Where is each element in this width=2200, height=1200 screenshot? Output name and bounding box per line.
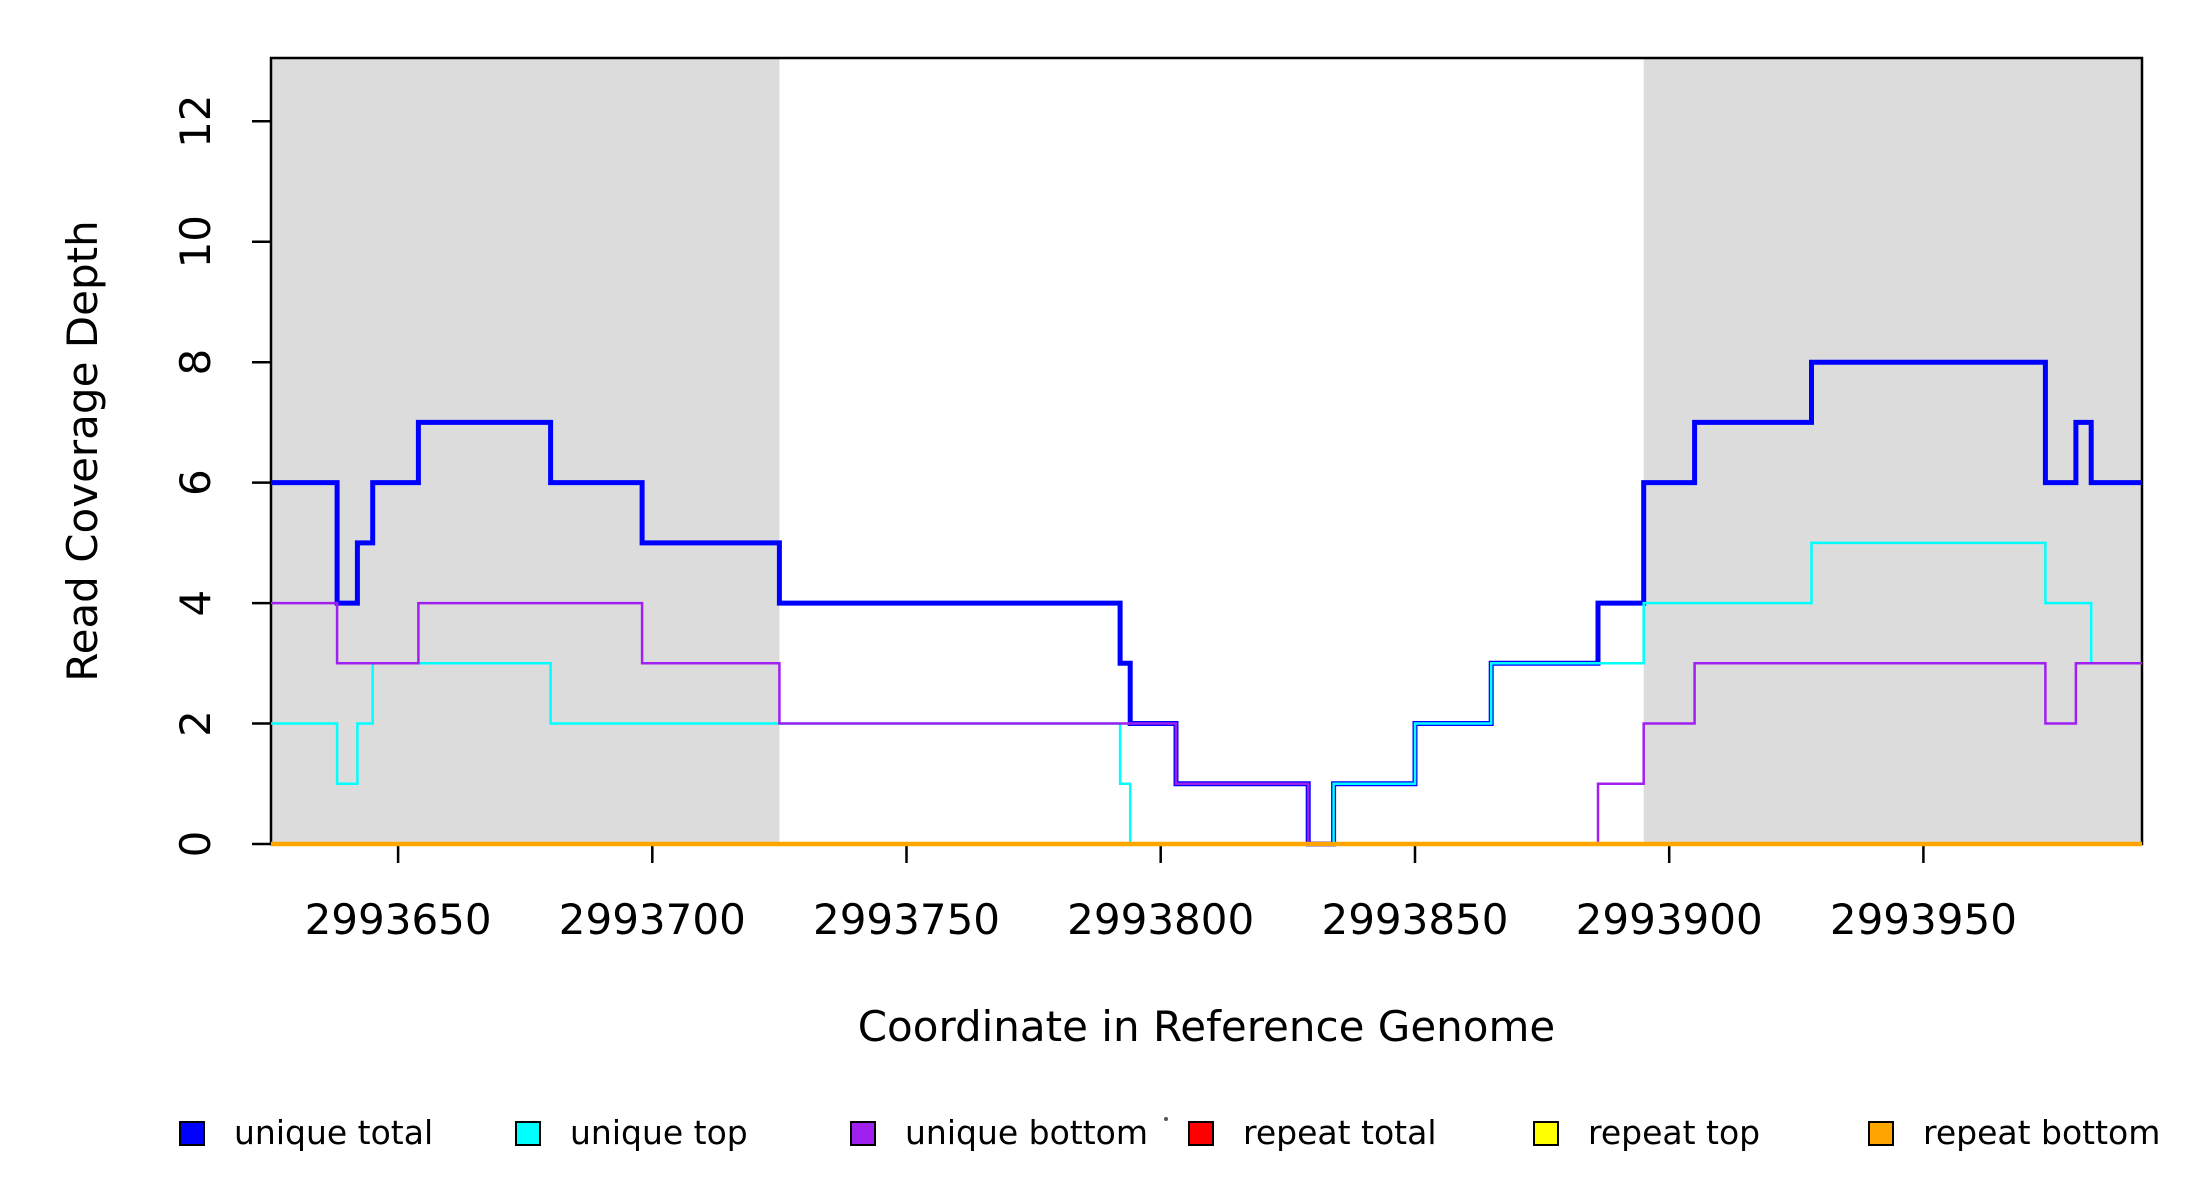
legend-label-repeat-total: repeat total [1243,1113,1437,1152]
legend-swatch-unique-total [179,1120,205,1146]
legend-swatch-unique-top [515,1120,541,1146]
legend-label-unique-total: unique total [234,1113,434,1152]
legend-item-unique-total: unique total [179,1113,434,1152]
legend-swatch-repeat-total [1188,1120,1214,1146]
legend-swatch-unique-bottom [850,1120,876,1146]
shaded-region [271,58,780,844]
legend-label-unique-bottom: unique bottom [905,1113,1149,1152]
x-tick-label: 2993900 [1576,895,1763,944]
y-tick-label: 12 [171,94,220,147]
legend-item-repeat-top: repeat top [1533,1113,1761,1152]
legend-item-repeat-total: repeat total [1188,1113,1437,1152]
legend-item-unique-bottom: unique bottom [850,1113,1149,1152]
legend-swatch-repeat-top [1533,1120,1559,1146]
y-tick-label: 0 [171,831,220,858]
y-tick-label: 8 [171,349,220,376]
series-line-unique-bottom [271,601,2142,846]
x-tick-label: 2993850 [1321,895,1508,944]
legend-label-unique-top: unique top [570,1113,748,1152]
y-tick-label: 2 [171,710,220,737]
shaded-region [1643,58,2142,844]
legend-item-unique-top: unique top [515,1113,748,1152]
stray-dot-artifact [1164,1117,1168,1121]
x-tick-label: 2993750 [813,895,1000,944]
x-tick-label: 2993650 [305,895,492,944]
y-tick-label: 10 [171,215,220,268]
legend-swatch-repeat-bottom [1868,1120,1894,1146]
legend-label-repeat-top: repeat top [1588,1113,1761,1152]
y-axis-title: Read Coverage Depth [58,220,107,681]
x-tick-label: 2993950 [1830,895,2017,944]
y-tick-label: 4 [171,590,220,617]
y-tick-label: 6 [171,469,220,496]
series-line-unique-top [271,541,2142,846]
x-tick-label: 2993800 [1067,895,1254,944]
legend-item-repeat-bottom: repeat bottom [1868,1113,2161,1152]
legend-label-repeat-bottom: repeat bottom [1923,1113,2161,1152]
x-axis-title: Coordinate in Reference Genome [858,1002,1556,1051]
x-tick-label: 2993700 [559,895,746,944]
